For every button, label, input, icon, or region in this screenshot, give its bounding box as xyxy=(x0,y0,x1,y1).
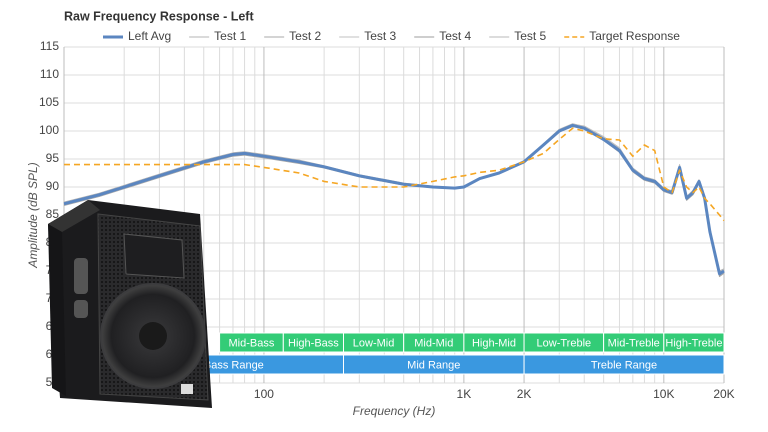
band-label: Low-Mid xyxy=(353,337,395,349)
band-label: High-Treble xyxy=(665,337,722,349)
x-tick-label: 10K xyxy=(653,387,674,401)
x-axis-label: Frequency (Hz) xyxy=(353,404,436,418)
horn xyxy=(123,233,185,279)
y-tick-label: 95 xyxy=(46,151,60,165)
band-label: Bass Range xyxy=(204,359,264,371)
text-layer: 5560657075808590951001051101151001K2K10K… xyxy=(39,29,735,401)
band-label: High-Mid xyxy=(472,337,516,349)
legend-label: Test 5 xyxy=(514,29,546,43)
legend-label: Test 2 xyxy=(289,29,321,43)
band-label: Mid-Bass xyxy=(229,337,275,349)
legend-label: Target Response xyxy=(589,29,680,43)
x-tick-label: 2K xyxy=(517,387,532,401)
cabinet-top xyxy=(48,200,100,232)
band-label: Mid-Treble xyxy=(608,337,660,349)
y-tick-label: 85 xyxy=(46,207,60,221)
series-line xyxy=(63,123,725,276)
legend-label: Test 3 xyxy=(364,29,396,43)
y-tick-label: 110 xyxy=(40,67,59,81)
y-tick-label: 100 xyxy=(39,123,59,137)
series-line xyxy=(64,127,725,222)
y-axis-label: Amplitude (dB SPL) xyxy=(26,162,40,268)
handle xyxy=(74,258,88,294)
woofer-cap xyxy=(139,322,167,350)
band-label: Low-Treble xyxy=(537,337,592,349)
badge xyxy=(181,384,193,394)
legend-label: Test 4 xyxy=(439,29,471,43)
cabinet-side xyxy=(48,224,66,396)
y-tick-label: 105 xyxy=(39,95,59,109)
band-label: Mid-Mid xyxy=(414,337,453,349)
band-label: High-Bass xyxy=(288,337,339,349)
bands-layer: Mid-Bass High-Bass Low-Mid Mid-Mid High-Mid L… xyxy=(123,332,725,375)
band-label: Mid Range xyxy=(407,359,460,371)
band-label: Treble Range xyxy=(591,359,657,371)
x-tick-label: 100 xyxy=(254,387,274,401)
range xyxy=(523,354,725,375)
y-tick-label: 90 xyxy=(46,179,60,193)
legend-label: Left Avg xyxy=(128,29,171,43)
lines-layer xyxy=(63,123,725,278)
handle xyxy=(74,300,88,318)
chart-title: Raw Frequency Response - Left xyxy=(64,9,254,23)
y-tick-label: 115 xyxy=(40,39,59,53)
legend-label: Test 1 xyxy=(214,29,246,43)
band xyxy=(663,332,725,353)
x-tick-label: 20K xyxy=(713,387,734,401)
x-tick-label: 1K xyxy=(457,387,472,401)
